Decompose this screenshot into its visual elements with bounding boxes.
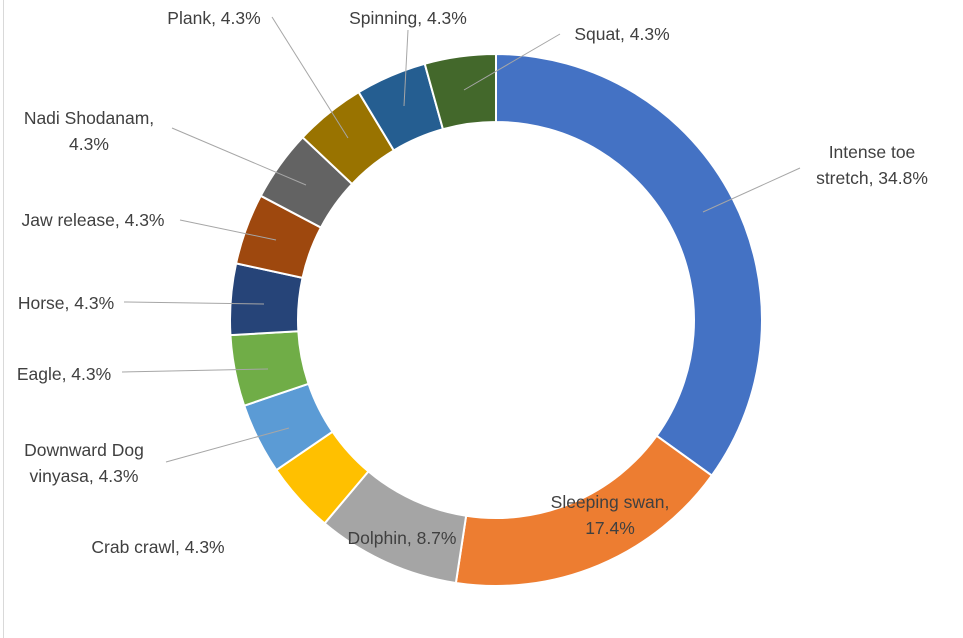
leader-line-horse [123,301,265,305]
data-label-line: Intense toe [829,142,916,162]
leader-line-spinning [403,29,409,107]
data-label-line: Eagle, 4.3% [17,364,111,384]
data-label-downward-dog-vinyasa: Downward Dog vinyasa, 4.3% [24,440,144,486]
data-label-line: Nadi Shodanam, [24,108,154,128]
data-label-intense-toe-stretch: Intense toe stretch, 34.8% [816,142,928,188]
leader-line-intense-toe-stretch [702,167,801,213]
leader-line-squat [463,33,561,91]
data-label-line: Sleeping swan, [551,492,670,512]
data-label-nadi-shodanam: Nadi Shodanam, 4.3% [24,108,154,154]
data-label-spinning: Spinning, 4.3% [349,8,467,28]
slice-intense-toe-stretch [495,52,763,477]
leader-line-jaw-release [179,219,277,241]
data-label-plank: Plank, 4.3% [167,8,260,28]
data-label-line: Dolphin, 8.7% [348,528,457,548]
slices [229,52,763,587]
data-label-line: Crab crawl, 4.3% [91,537,224,557]
data-labels: Intense toe stretch, 34.8% Sleeping swan, 1… [17,8,928,557]
leader-line-plank [271,16,349,139]
leader-lines [121,16,801,463]
data-label-line: Downward Dog [24,440,144,460]
data-label-line: vinyasa, 4.3% [30,466,139,486]
slice-squat [423,52,497,131]
data-label-sleeping-swan: Sleeping swan, 17.4% [551,492,670,538]
data-label-crab-crawl: Crab crawl, 4.3% [91,537,224,557]
data-label-line: stretch, 34.8% [816,168,928,188]
data-label-line: Jaw release, 4.3% [22,210,165,230]
data-label-squat: Squat, 4.3% [574,24,669,44]
data-label-jaw-release: Jaw release, 4.3% [22,210,165,230]
data-label-line: Squat, 4.3% [574,24,669,44]
leader-line-downward-dog-vinyasa [165,427,290,463]
data-label-line: Spinning, 4.3% [349,8,467,28]
leader-line-nadi-shodanam [171,127,307,186]
data-label-line: Plank, 4.3% [167,8,260,28]
data-label-line: 17.4% [585,518,635,538]
data-label-line: 4.3% [69,134,109,154]
data-label-eagle: Eagle, 4.3% [17,364,111,384]
data-label-line: Horse, 4.3% [18,293,114,313]
data-label-dolphin: Dolphin, 8.7% [348,528,457,548]
data-label-horse: Horse, 4.3% [18,293,114,313]
leader-line-eagle [121,368,269,373]
